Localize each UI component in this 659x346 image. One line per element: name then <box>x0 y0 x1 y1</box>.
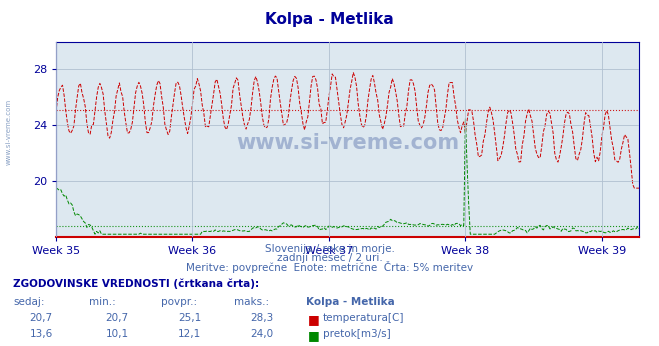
Text: 20,7: 20,7 <box>30 313 53 323</box>
Text: www.si-vreme.com: www.si-vreme.com <box>5 98 12 165</box>
Text: www.si-vreme.com: www.si-vreme.com <box>236 133 459 153</box>
Text: zadnji mesec / 2 uri.: zadnji mesec / 2 uri. <box>277 253 382 263</box>
Text: sedaj:: sedaj: <box>13 297 45 307</box>
Text: 10,1: 10,1 <box>105 329 129 339</box>
Text: 28,3: 28,3 <box>250 313 273 323</box>
Text: 13,6: 13,6 <box>30 329 53 339</box>
Text: temperatura[C]: temperatura[C] <box>323 313 405 323</box>
Text: Kolpa - Metlika: Kolpa - Metlika <box>265 12 394 27</box>
Text: ■: ■ <box>308 329 320 342</box>
Text: 24,0: 24,0 <box>250 329 273 339</box>
Text: 12,1: 12,1 <box>178 329 201 339</box>
Text: povpr.:: povpr.: <box>161 297 198 307</box>
Text: ■: ■ <box>308 313 320 326</box>
Text: ZGODOVINSKE VREDNOSTI (črtkana črta):: ZGODOVINSKE VREDNOSTI (črtkana črta): <box>13 279 259 289</box>
Text: Slovenija / reke in morje.: Slovenija / reke in morje. <box>264 244 395 254</box>
Text: 20,7: 20,7 <box>105 313 129 323</box>
Text: 25,1: 25,1 <box>178 313 201 323</box>
Text: pretok[m3/s]: pretok[m3/s] <box>323 329 391 339</box>
Text: Meritve: povprečne  Enote: metrične  Črta: 5% meritev: Meritve: povprečne Enote: metrične Črta:… <box>186 261 473 273</box>
Text: min.:: min.: <box>89 297 116 307</box>
Text: maks.:: maks.: <box>234 297 269 307</box>
Text: Kolpa - Metlika: Kolpa - Metlika <box>306 297 395 307</box>
